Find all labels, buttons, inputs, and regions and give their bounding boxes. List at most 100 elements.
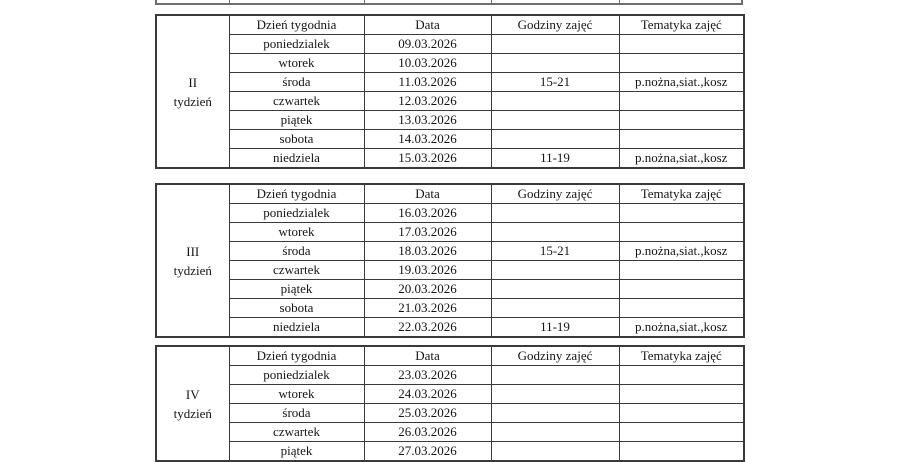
- day-cell: poniedzialek: [228, 203, 365, 223]
- column-header-date: Data: [363, 14, 492, 35]
- table-row: środa 11.03.2026 15-21 p.nożna,siat.,kosz: [156, 72, 745, 92]
- topic-cell: p.nożna,siat.,kosz: [618, 72, 745, 92]
- hours-cell: [490, 129, 620, 149]
- week-label-line: tydzień: [173, 405, 212, 421]
- column-header-topic: Tematyka zajęć: [618, 14, 745, 35]
- date-cell: 25.03.2026: [363, 403, 492, 423]
- day-cell: piątek: [228, 441, 365, 462]
- table-row: niedziela 15.03.2026 11-19 p.nożna,siat.,ko…: [156, 148, 745, 169]
- topic-cell: [618, 260, 745, 280]
- week-label-line: tydzień: [173, 262, 212, 278]
- table-row: piątek 13.03.2026: [156, 110, 745, 130]
- topic-cell: [618, 110, 745, 130]
- hours-cell: [490, 260, 620, 280]
- document-page: II tydzień Dzień tygodnia Data Godziny zajęć…: [155, 0, 745, 462]
- column-header-date: Data: [363, 345, 492, 366]
- day-cell: czwartek: [228, 260, 365, 280]
- table-row: wtorek 24.03.2026: [156, 384, 745, 404]
- topic-cell: [618, 279, 745, 299]
- topic-cell: [618, 422, 745, 442]
- topic-cell: [618, 403, 745, 423]
- schedule-table-week-ii: II tydzień Dzień tygodnia Data Godziny zajęć…: [155, 14, 745, 169]
- date-cell: 11.03.2026: [363, 72, 492, 92]
- date-cell: 10.03.2026: [363, 53, 492, 73]
- topic-cell: [618, 441, 745, 462]
- table-row: piątek 27.03.2026: [156, 441, 745, 462]
- date-cell: 16.03.2026: [363, 203, 492, 223]
- topic-cell: [618, 91, 745, 111]
- date-cell: 17.03.2026: [363, 222, 492, 242]
- week-label-line: II: [188, 74, 198, 90]
- date-cell: 21.03.2026: [363, 298, 492, 318]
- topic-cell: [618, 203, 745, 223]
- date-cell: 09.03.2026: [363, 34, 492, 54]
- date-cell: 19.03.2026: [363, 260, 492, 280]
- day-cell: wtorek: [228, 53, 365, 73]
- week-label: II tydzień: [155, 14, 230, 169]
- hours-cell: 11-19: [490, 148, 620, 169]
- schedule-table-week-iv: IV tydzień Dzień tygodnia Data Godziny zajęć…: [155, 345, 745, 462]
- clipped-table-divider: [491, 0, 492, 3]
- column-header-hours: Godziny zajęć: [490, 183, 620, 204]
- date-cell: 26.03.2026: [363, 422, 492, 442]
- table-row: wtorek 17.03.2026: [156, 222, 745, 242]
- topic-cell: [618, 365, 745, 385]
- day-cell: niedziela: [228, 148, 365, 169]
- table-row: poniedzialek 09.03.2026: [156, 34, 745, 54]
- day-cell: czwartek: [228, 422, 365, 442]
- table-row: sobota 14.03.2026: [156, 129, 745, 149]
- table-row: czwartek 19.03.2026: [156, 260, 745, 280]
- table-row: środa 18.03.2026 15-21 p.nożna,siat.,kosz: [156, 241, 745, 261]
- topic-cell: [618, 34, 745, 54]
- table-row: niedziela 22.03.2026 11-19 p.nożna,siat.,ko…: [156, 317, 745, 338]
- week-label: IV tydzień: [155, 345, 230, 462]
- date-cell: 14.03.2026: [363, 129, 492, 149]
- clipped-table-divider: [229, 0, 230, 3]
- week-label: III tydzień: [155, 183, 230, 338]
- date-cell: 15.03.2026: [363, 148, 492, 169]
- day-cell: piątek: [228, 279, 365, 299]
- day-cell: środa: [228, 72, 365, 92]
- column-header-hours: Godziny zajęć: [490, 345, 620, 366]
- day-cell: środa: [228, 403, 365, 423]
- table-row: czwartek 12.03.2026: [156, 91, 745, 111]
- topic-cell: p.nożna,siat.,kosz: [618, 241, 745, 261]
- hours-cell: [490, 422, 620, 442]
- schedule-table-week-iii: III tydzień Dzień tygodnia Data Godziny zaję…: [155, 183, 745, 338]
- hours-cell: [490, 279, 620, 299]
- topic-cell: p.nożna,siat.,kosz: [618, 317, 745, 338]
- hours-cell: [490, 110, 620, 130]
- table-row: piątek 20.03.2026: [156, 279, 745, 299]
- date-cell: 18.03.2026: [363, 241, 492, 261]
- column-header-day: Dzień tygodnia: [228, 345, 365, 366]
- hours-cell: [490, 365, 620, 385]
- table-row: sobota 21.03.2026: [156, 298, 745, 318]
- day-cell: wtorek: [228, 222, 365, 242]
- day-cell: poniedzialek: [228, 34, 365, 54]
- column-header-topic: Tematyka zajęć: [618, 183, 745, 204]
- column-header-day: Dzień tygodnia: [228, 14, 365, 35]
- day-cell: wtorek: [228, 384, 365, 404]
- table-row: wtorek 10.03.2026: [156, 53, 745, 73]
- column-header-day: Dzień tygodnia: [228, 183, 365, 204]
- topic-cell: [618, 222, 745, 242]
- day-cell: niedziela: [228, 317, 365, 338]
- hours-cell: 15-21: [490, 72, 620, 92]
- clipped-table-bottom-edge: [155, 0, 743, 5]
- table-row: poniedzialek 23.03.2026: [156, 365, 745, 385]
- day-cell: sobota: [228, 129, 365, 149]
- day-cell: poniedzialek: [228, 365, 365, 385]
- day-cell: czwartek: [228, 91, 365, 111]
- column-header-topic: Tematyka zajęć: [618, 345, 745, 366]
- hours-cell: [490, 34, 620, 54]
- table-row: poniedzialek 16.03.2026: [156, 203, 745, 223]
- table-row: czwartek 26.03.2026: [156, 422, 745, 442]
- day-cell: środa: [228, 241, 365, 261]
- date-cell: 23.03.2026: [363, 365, 492, 385]
- date-cell: 27.03.2026: [363, 441, 492, 462]
- hours-cell: [490, 298, 620, 318]
- clipped-table-divider: [364, 0, 365, 3]
- hours-cell: [490, 91, 620, 111]
- hours-cell: [490, 403, 620, 423]
- table-row: środa 25.03.2026: [156, 403, 745, 423]
